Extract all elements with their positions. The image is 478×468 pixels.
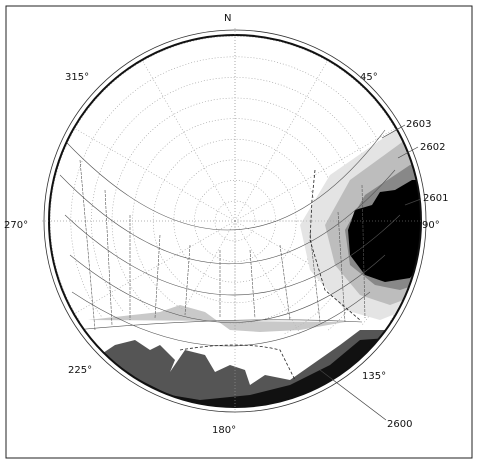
angle-label: 180° bbox=[212, 425, 236, 436]
angle-label: 135° bbox=[362, 371, 386, 382]
angle-label: 315° bbox=[65, 72, 89, 83]
azimuth-line bbox=[141, 59, 236, 222]
azimuth-line bbox=[234, 127, 397, 222]
horizon-label: 2602 bbox=[420, 142, 445, 153]
angle-label: 225° bbox=[68, 365, 92, 376]
angle-label: 270° bbox=[4, 220, 28, 231]
azimuth-line bbox=[234, 220, 329, 383]
leaders bbox=[319, 124, 422, 421]
angle-label: 90° bbox=[422, 220, 440, 231]
azimuth-line bbox=[73, 127, 236, 222]
horizon-label: 2601 bbox=[423, 193, 448, 204]
azimuth-line bbox=[141, 220, 236, 383]
angle-label: 45° bbox=[360, 72, 378, 83]
horizon-label: 2600 bbox=[387, 419, 412, 430]
azimuth-line bbox=[234, 59, 329, 222]
altitude-ring bbox=[173, 159, 297, 283]
horizon-label: 2603 bbox=[406, 119, 431, 130]
north-label: N bbox=[224, 13, 231, 24]
azimuth-line bbox=[73, 220, 236, 315]
